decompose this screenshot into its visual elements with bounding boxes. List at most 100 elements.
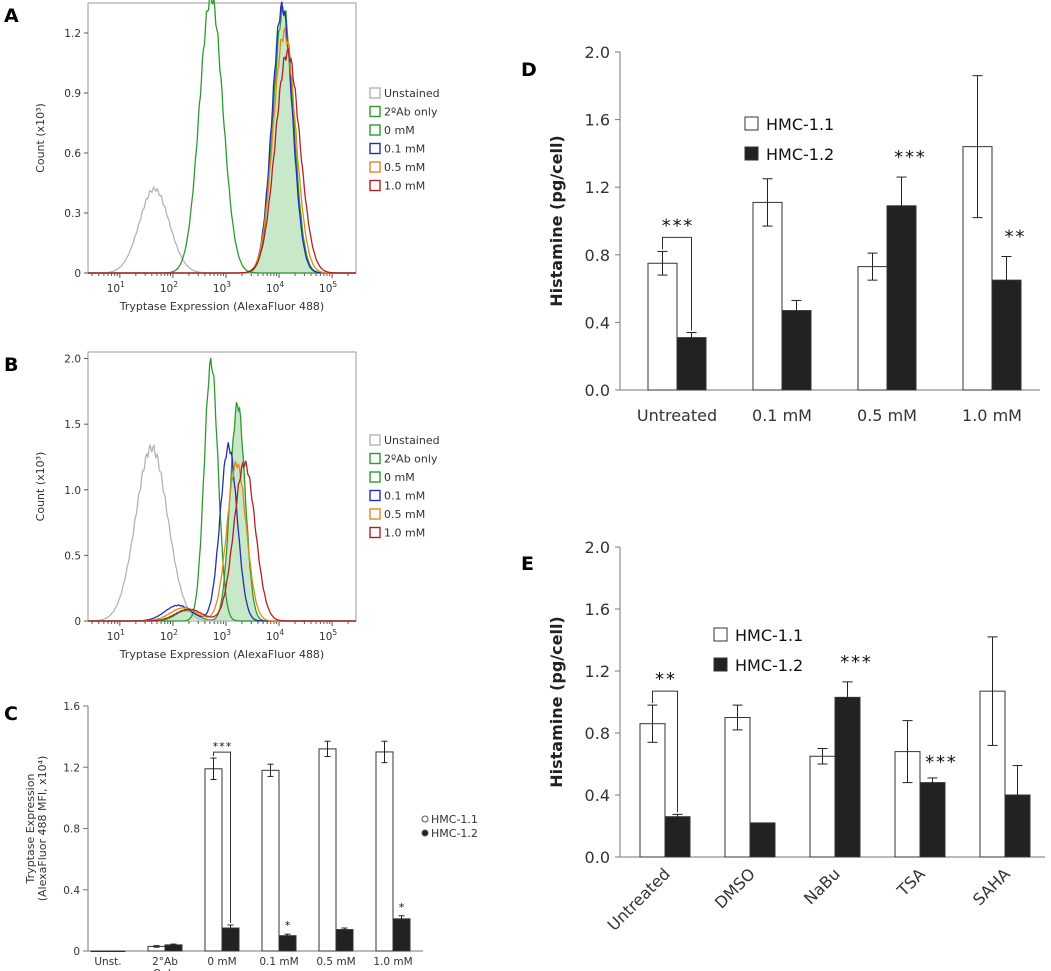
legend-label-hmc-1-2: HMC-1.2 <box>431 827 478 840</box>
y-tick-label: 1.6 <box>585 600 610 619</box>
y-tick-label: 0.9 <box>64 88 81 100</box>
y-tick-label: 1.5 <box>64 419 81 431</box>
x-tick-label: 102 <box>160 628 178 643</box>
significance-marker-0-1-mm: * <box>284 919 291 932</box>
legend-swatch-hmc-1-2 <box>744 146 759 161</box>
x-tick-label-0-1-mm: 0.1 mM <box>752 406 812 425</box>
x-tick-label: 103 <box>213 280 231 295</box>
panel-label-e: E <box>521 553 534 575</box>
panel-label-a: A <box>4 5 19 27</box>
bar-hmc-1-1-dmso <box>724 717 751 858</box>
bar-hmc-1-2-0-1-mm <box>781 310 812 391</box>
y-tick-label: 1.2 <box>64 28 81 40</box>
legend-swatch-unstained <box>369 87 381 99</box>
legend-label-hmc-1-2: HMC-1.2 <box>735 656 803 675</box>
y-tick-label: 0 <box>74 268 81 280</box>
series-line-1-0-mm <box>88 47 356 274</box>
x-tick-label-saha: SAHA <box>969 864 1014 909</box>
y-tick-label: 0.8 <box>585 724 610 743</box>
legend-swatch-0-1-mm <box>369 489 381 502</box>
y-tick-label: 0.8 <box>63 824 80 836</box>
legend-swatch-1-0-mm <box>369 179 381 192</box>
bar-chart-panel-e: 0.0 0.4 0.8 1.2 1.6 2.0 Histamine (pg/cell) Unt… <box>547 538 1045 935</box>
legend-label-0-mm: 0 mM <box>384 471 415 484</box>
bar-hmc-1-2-nabu <box>834 696 861 858</box>
bar-chart-panel-c: 0 0.4 0.8 1.2 1.6 Tryptase Expression (AlexaFl… <box>24 701 478 971</box>
legend-label-unstained: Unstained <box>384 87 440 100</box>
significance-marker-tsa: *** <box>924 752 957 773</box>
x-axis-label: Tryptase Expression (AlexaFluor 488) <box>119 648 324 661</box>
y-tick-label: 1.2 <box>63 762 80 774</box>
significance-marker-1-0-mm: * <box>398 901 405 914</box>
significance-marker-untreated: ** <box>654 669 676 690</box>
y-tick-label: 0.0 <box>585 381 610 400</box>
bar-chart-panel-d: 0.0 0.4 0.8 1.2 1.6 2.0 Histamine (pg/cell) Unt… <box>547 43 1040 425</box>
series-fill-0-mm <box>88 6 356 273</box>
x-tick-label: 101 <box>107 280 125 295</box>
legend-label-1-0-mm: 1.0 mM <box>384 180 425 193</box>
legend-label-1-0-mm: 1.0 mM <box>384 527 425 540</box>
bar-hmc-1-2-0-5-mm <box>335 929 354 952</box>
y-axis-label: Tryptase Expression <box>24 774 37 885</box>
legend-swatch-2-ab-only <box>369 452 381 465</box>
y-tick-label: 0 <box>74 616 81 628</box>
legend-label-0-1-mm: 0.1 mM <box>384 490 425 503</box>
legend-label-hmc-1-1: HMC-1.1 <box>735 626 803 645</box>
y-tick-label: 0.8 <box>585 246 610 265</box>
significance-marker-nabu: *** <box>839 652 872 673</box>
y-tick-label: 1.6 <box>63 701 80 713</box>
legend-label-0-5-mm: 0.5 mM <box>384 508 425 521</box>
x-tick-label-unst: Unst. <box>94 956 121 968</box>
y-tick-label: 0.6 <box>64 148 81 160</box>
x-tick-label-1-0-mm: 1.0 mM <box>373 956 412 968</box>
legend-swatch-0-mm <box>369 471 381 483</box>
legend-swatch-0-5-mm <box>369 161 381 173</box>
y-tick-label: 2.0 <box>64 354 81 366</box>
bar-hmc-1-2-1-0-mm <box>392 918 411 952</box>
y-axis-label: Count (x10³) <box>34 452 47 522</box>
legend-label-unstained: Unstained <box>384 434 440 447</box>
x-tick-label-tsa: TSA <box>893 864 929 900</box>
legend-swatch-0-5-mm <box>369 508 381 520</box>
y-tick-label: 0 <box>73 946 80 958</box>
bar-hmc-1-2-unst <box>107 950 126 952</box>
y-axis-label: (AlexaFluor 488 MFI, x10⁴) <box>36 756 49 902</box>
y-axis-label: Histamine (pg/cell) <box>547 135 566 307</box>
y-tick-label: 0.0 <box>585 848 610 867</box>
x-tick-label-0-mm: 0 mM <box>207 956 236 968</box>
bar-hmc-1-1-untreated <box>647 262 678 391</box>
bar-hmc-1-1-unst <box>90 950 109 952</box>
legend-label-2-ab-only: 2ºAb only <box>384 106 438 119</box>
plot-frame <box>87 351 357 622</box>
x-axis-label: Tryptase Expression (AlexaFluor 488) <box>119 300 324 313</box>
legend-swatch-hmc-1-1 <box>744 116 759 131</box>
significance-marker-0-5-mm: *** <box>893 147 926 168</box>
y-tick-label: 0.4 <box>585 313 610 332</box>
x-tick-label-untreated: Untreated <box>604 864 674 934</box>
x-tick-label-2-ab-only: Only <box>153 968 177 971</box>
x-tick-label-0-1-mm: 0.1 mM <box>259 956 298 968</box>
y-tick-label: 1.2 <box>585 178 610 197</box>
x-tick-label-2-ab-only: 2°Ab <box>152 956 178 968</box>
bar-hmc-1-1-0-5-mm <box>318 748 337 952</box>
y-tick-label: 0.3 <box>64 208 81 220</box>
y-axis-label: Histamine (pg/cell) <box>547 616 566 788</box>
x-tick-label: 105 <box>319 280 337 295</box>
legend-swatch-hmc-1-2 <box>713 657 728 672</box>
x-tick-label-dmso: DMSO <box>711 864 759 912</box>
legend-label-hmc-1-1: HMC-1.1 <box>431 813 478 826</box>
bar-hmc-1-1-0-mm <box>204 768 223 952</box>
bar-hmc-1-2-untreated <box>676 337 707 391</box>
legend-label-0-1-mm: 0.1 mM <box>384 143 425 156</box>
y-tick-label: 1.2 <box>585 662 610 681</box>
legend-label-hmc-1-2: HMC-1.2 <box>766 145 834 164</box>
bar-hmc-1-1-untreated <box>639 723 666 858</box>
legend-swatch-unstained <box>369 434 381 446</box>
legend-swatch-1-0-mm <box>369 526 381 539</box>
legend-label-0-5-mm: 0.5 mM <box>384 161 425 174</box>
x-tick-label-nabu: NaBu <box>800 864 844 908</box>
legend-swatch-2-ab-only <box>369 105 381 118</box>
bar-hmc-1-2-untreated <box>664 816 691 858</box>
legend-label-2-ab-only: 2ºAb only <box>384 453 438 466</box>
